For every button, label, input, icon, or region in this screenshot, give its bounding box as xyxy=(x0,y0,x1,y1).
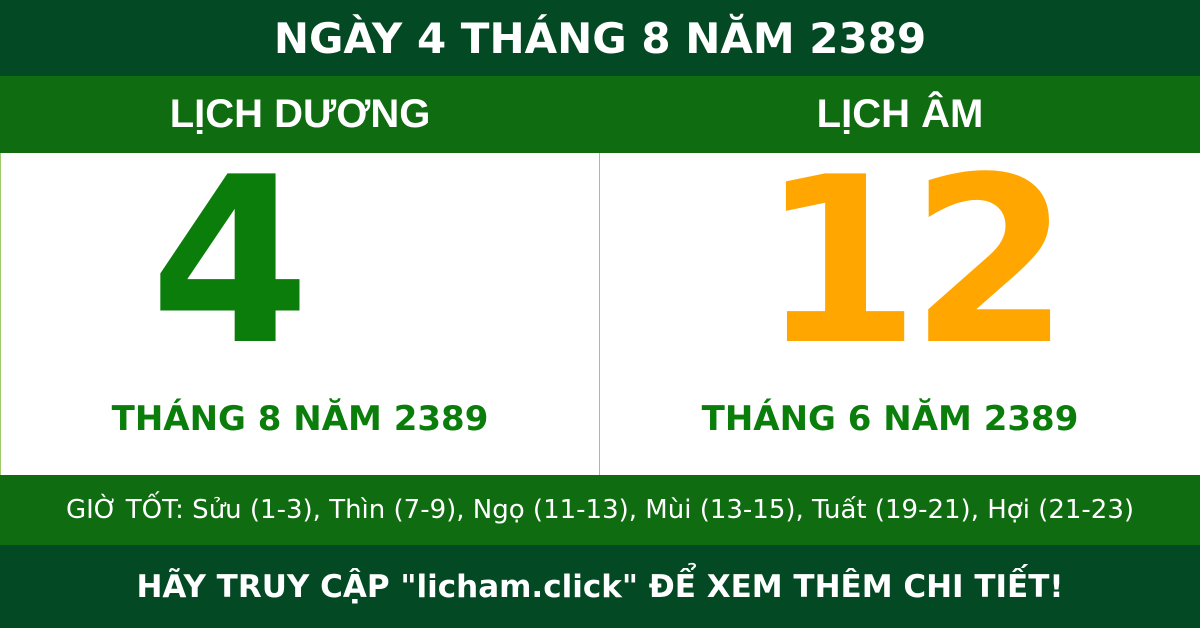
calendar-body: 4 THÁNG 8 NĂM 2389 12 THÁNG 6 NĂM 2389 xyxy=(0,129,1200,475)
solar-day: 4 xyxy=(150,129,311,396)
footer-cta: HÃY TRUY CẬP "licham.click" ĐỂ XEM THÊM … xyxy=(0,545,1200,628)
solar-month-year: THÁNG 8 NĂM 2389 xyxy=(111,399,489,439)
lunar-calendar-heading: LỊCH ÂM xyxy=(816,92,984,136)
solar-calendar-heading: LỊCH DƯƠNG xyxy=(169,92,431,136)
good-hours: GIỜ TỐT: Sửu (1-3), Thìn (7-9), Ngọ (11-… xyxy=(0,475,1200,545)
lunar-day: 12 xyxy=(760,129,1070,396)
solar-panel: 4 THÁNG 8 NĂM 2389 xyxy=(0,129,600,475)
page-title: NGÀY 4 THÁNG 8 NĂM 2389 xyxy=(0,0,1200,76)
lunar-month-year: THÁNG 6 NĂM 2389 xyxy=(701,399,1079,439)
lunar-panel: 12 THÁNG 6 NĂM 2389 xyxy=(600,129,1200,475)
calendar-headers: LỊCH DƯƠNG LỊCH ÂM xyxy=(0,76,1200,153)
